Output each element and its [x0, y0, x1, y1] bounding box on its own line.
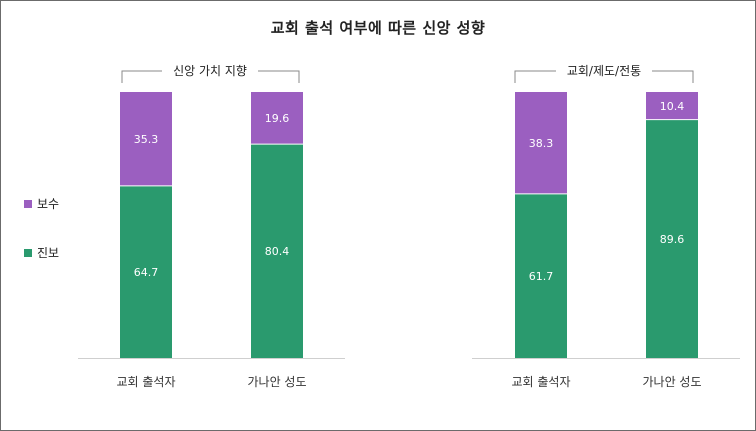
data-label-conservative-2: 19.6	[265, 112, 290, 125]
bar-progressive-4	[646, 119, 698, 358]
legend-swatch-progressive	[24, 248, 32, 257]
group-bracket-1	[121, 70, 300, 83]
group-label-1: 신앙 가치 지향	[173, 64, 247, 78]
group-label-2: 교회/제도/전통	[567, 64, 641, 78]
data-label-progressive-3: 61.7	[529, 270, 554, 283]
bar-progressive-1	[120, 185, 172, 358]
data-label-progressive-2: 80.4	[265, 245, 290, 258]
data-label-conservative-3: 38.3	[529, 137, 554, 150]
x-tick-label-4: 가나안 성도	[642, 375, 701, 389]
x-tick-label-2: 가나안 성도	[247, 375, 306, 389]
legend-label-progressive: 진보	[37, 246, 60, 260]
legend-item-progressive: 진보	[24, 244, 59, 261]
legend-label-conservative: 보수	[37, 197, 60, 211]
bar-progressive-3	[515, 193, 567, 358]
bar-conservative-1	[120, 92, 172, 186]
group-bracket-2	[514, 70, 694, 83]
bar-progressive-2	[251, 144, 303, 358]
bar-conservative-2	[251, 92, 303, 145]
data-label-conservative-4: 10.4	[660, 100, 685, 113]
x-tick-label-1: 교회 출석자	[116, 375, 175, 389]
bar-conservative-4	[646, 92, 698, 120]
bar-conservative-3	[515, 92, 567, 194]
chart-title: 교회 출석 여부에 따른 신앙 성향	[270, 19, 486, 37]
legend-item-conservative: 보수	[24, 195, 59, 212]
data-label-progressive-1: 64.7	[134, 266, 159, 279]
x-tick-label-3: 교회 출석자	[511, 375, 570, 389]
legend-swatch-conservative	[24, 199, 32, 208]
data-label-progressive-4: 89.6	[660, 233, 685, 246]
data-label-conservative-1: 35.3	[134, 133, 159, 146]
